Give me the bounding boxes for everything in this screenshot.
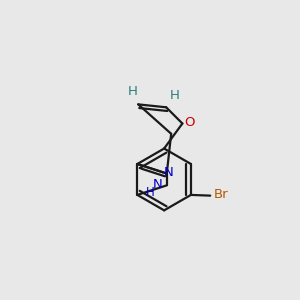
Text: O: O	[184, 116, 195, 128]
Text: N: N	[164, 166, 173, 178]
Text: N: N	[153, 178, 163, 191]
Text: Br: Br	[214, 188, 228, 201]
Text: H: H	[169, 89, 179, 102]
Text: H: H	[146, 186, 155, 199]
Text: H: H	[128, 85, 138, 98]
